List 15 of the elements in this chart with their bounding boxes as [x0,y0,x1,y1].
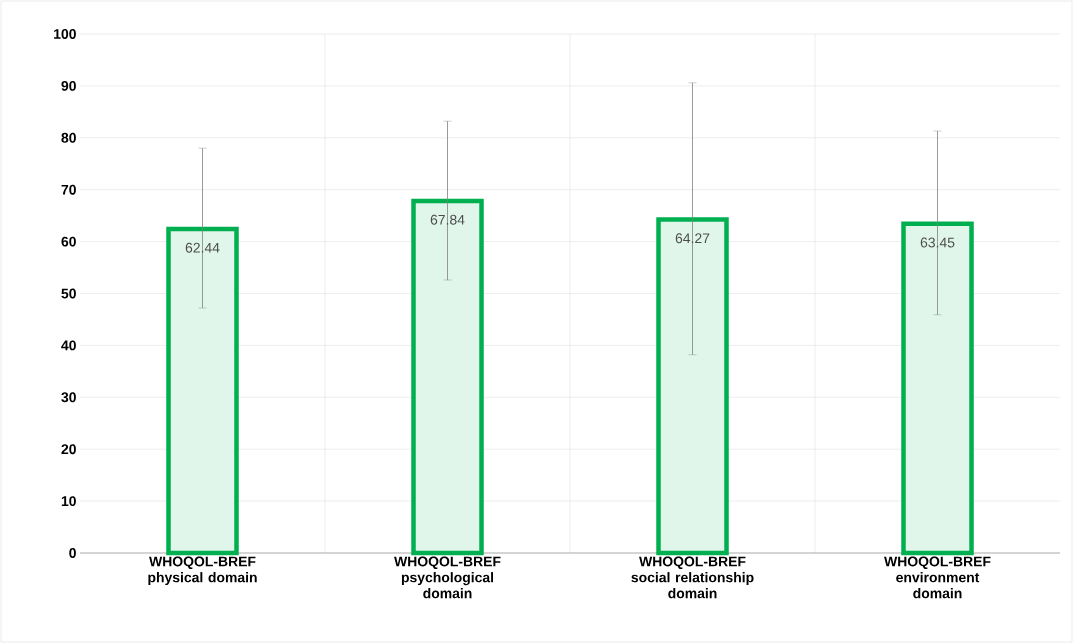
y-tick-label: 70 [61,184,76,195]
y-tick-label: 90 [61,80,76,91]
x-tick-label: WHOQOL-BREF environment domain [884,556,991,599]
x-tick-label: WHOQOL-BREF physical domain [148,556,257,586]
y-tick-label: 20 [61,444,76,455]
y-tick-label: 50 [61,288,76,299]
y-tick-label: 60 [61,236,76,247]
x-tick-label: WHOQOL-BREF social relationship domain [631,556,754,599]
y-tick-label: 30 [61,392,76,403]
y-tick-label: 10 [61,496,76,507]
y-tick-label: 100 [54,29,76,39]
x-tick-label: WHOQOL-BREF psychological domain [394,556,501,599]
y-tick-label: 40 [61,340,76,351]
y-tick-label: 0 [69,548,76,558]
y-tick-label: 80 [61,132,76,143]
